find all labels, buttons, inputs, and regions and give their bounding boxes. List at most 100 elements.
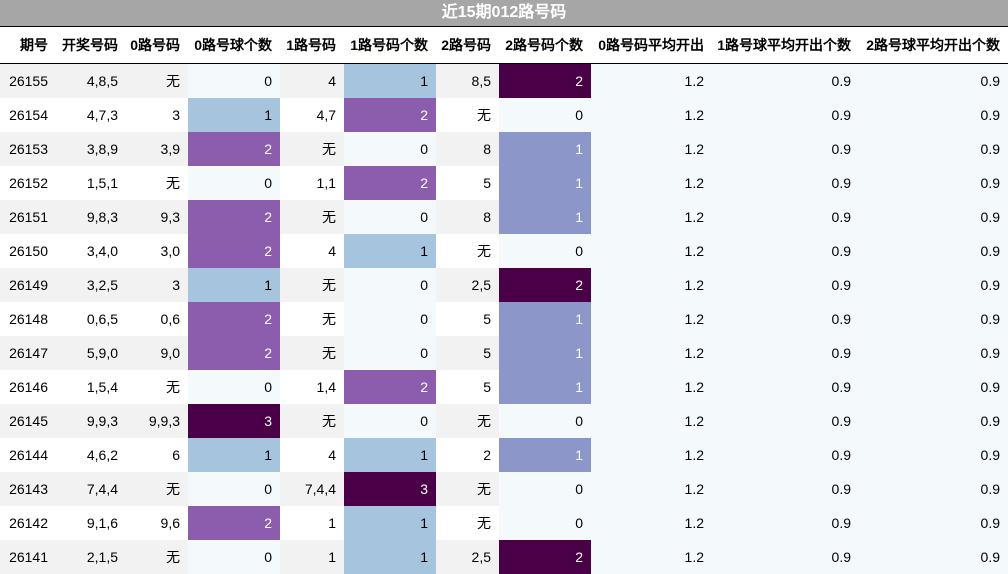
route2-average-cell: 0.9: [859, 302, 1008, 336]
route1-average-cell: 0.9: [712, 302, 859, 336]
route0-average-cell: 1.2: [591, 438, 712, 472]
header-issue[interactable]: 期号: [0, 27, 56, 64]
route2-average-cell: 0.9: [859, 166, 1008, 200]
route2-average-cell: 0.9: [859, 472, 1008, 506]
route1-numbers-cell: 4: [280, 234, 344, 268]
route0-count-cell: 2: [188, 132, 280, 166]
route1-count-cell: 0: [344, 302, 436, 336]
issue-cell: 26154: [0, 98, 56, 132]
route1-count-cell: 1: [344, 64, 436, 99]
route1-average-cell: 0.9: [712, 438, 859, 472]
issue-cell: 26150: [0, 234, 56, 268]
route0-numbers-cell: 3,9: [126, 132, 188, 166]
route1-average-cell: 0.9: [712, 506, 859, 540]
draw-numbers-cell: 9,8,3: [56, 200, 126, 234]
route1-average-cell: 0.9: [712, 200, 859, 234]
draw-numbers-cell: 9,1,6: [56, 506, 126, 540]
route2-numbers-cell: 5: [436, 336, 499, 370]
route2-count-cell: 1: [499, 132, 591, 166]
route0-count-cell: 0: [188, 166, 280, 200]
route0-count-cell: 0: [188, 472, 280, 506]
route1-count-cell: 2: [344, 98, 436, 132]
route1-average-cell: 0.9: [712, 64, 859, 99]
route2-count-cell: 0: [499, 472, 591, 506]
route0-count-cell: 0: [188, 64, 280, 99]
route1-numbers-cell: 4,7: [280, 98, 344, 132]
header-route2-average[interactable]: 2路号球平均开出个数: [859, 27, 1008, 64]
route2-average-cell: 0.9: [859, 438, 1008, 472]
header-route0-count[interactable]: 0路号球个数: [188, 27, 280, 64]
route2-average-cell: 0.9: [859, 268, 1008, 302]
route2-count-cell: 0: [499, 234, 591, 268]
route1-numbers-cell: 1,4: [280, 370, 344, 404]
route1-average-cell: 0.9: [712, 404, 859, 438]
route1-count-cell: 1: [344, 234, 436, 268]
route2-average-cell: 0.9: [859, 370, 1008, 404]
route0-numbers-cell: 无: [126, 64, 188, 99]
draw-numbers-cell: 4,7,3: [56, 98, 126, 132]
route0-average-cell: 1.2: [591, 234, 712, 268]
route2-count-cell: 1: [499, 336, 591, 370]
header-route0-numbers[interactable]: 0路号码: [126, 27, 188, 64]
route0-count-cell: 1: [188, 438, 280, 472]
route1-average-cell: 0.9: [712, 132, 859, 166]
route1-count-cell: 0: [344, 200, 436, 234]
route1-average-cell: 0.9: [712, 166, 859, 200]
route0-average-cell: 1.2: [591, 370, 712, 404]
table-title: 近15期012路号码: [0, 0, 1008, 27]
draw-numbers-cell: 9,9,3: [56, 404, 126, 438]
header-route2-numbers[interactable]: 2路号码: [436, 27, 499, 64]
route0-count-cell: 3: [188, 404, 280, 438]
route0-average-cell: 1.2: [591, 404, 712, 438]
route1-numbers-cell: 无: [280, 336, 344, 370]
route0-numbers-cell: 6: [126, 438, 188, 472]
route2-count-cell: 0: [499, 98, 591, 132]
header-route1-count[interactable]: 1路号码个数: [344, 27, 436, 64]
route0-count-cell: 1: [188, 268, 280, 302]
route2-numbers-cell: 5: [436, 166, 499, 200]
route1-count-cell: 2: [344, 166, 436, 200]
route1-numbers-cell: 1: [280, 506, 344, 540]
issue-cell: 26155: [0, 64, 56, 99]
route2-count-cell: 1: [499, 166, 591, 200]
route0-average-cell: 1.2: [591, 268, 712, 302]
route0-count-cell: 2: [188, 302, 280, 336]
route2-numbers-cell: 8,5: [436, 64, 499, 99]
header-draw-numbers[interactable]: 开奖号码: [56, 27, 126, 64]
issue-cell: 26153: [0, 132, 56, 166]
route0-numbers-cell: 0,6: [126, 302, 188, 336]
route0-average-cell: 1.2: [591, 472, 712, 506]
route1-count-cell: 0: [344, 268, 436, 302]
route0-average-cell: 1.2: [591, 200, 712, 234]
route2-average-cell: 0.9: [859, 506, 1008, 540]
header-route2-count[interactable]: 2路号码个数: [499, 27, 591, 64]
route2-numbers-cell: 无: [436, 234, 499, 268]
draw-numbers-cell: 1,5,1: [56, 166, 126, 200]
header-route1-numbers[interactable]: 1路号码: [280, 27, 344, 64]
header-route0-average[interactable]: 0路号码平均开出: [591, 27, 712, 64]
header-route1-average[interactable]: 1路号球平均开出个数: [712, 27, 859, 64]
route0-numbers-cell: 无: [126, 472, 188, 506]
route0-average-cell: 1.2: [591, 302, 712, 336]
route2-numbers-cell: 8: [436, 132, 499, 166]
route0-average-cell: 1.2: [591, 506, 712, 540]
issue-cell: 26147: [0, 336, 56, 370]
draw-numbers-cell: 4,8,5: [56, 64, 126, 99]
issue-cell: 26151: [0, 200, 56, 234]
draw-numbers-cell: 3,8,9: [56, 132, 126, 166]
